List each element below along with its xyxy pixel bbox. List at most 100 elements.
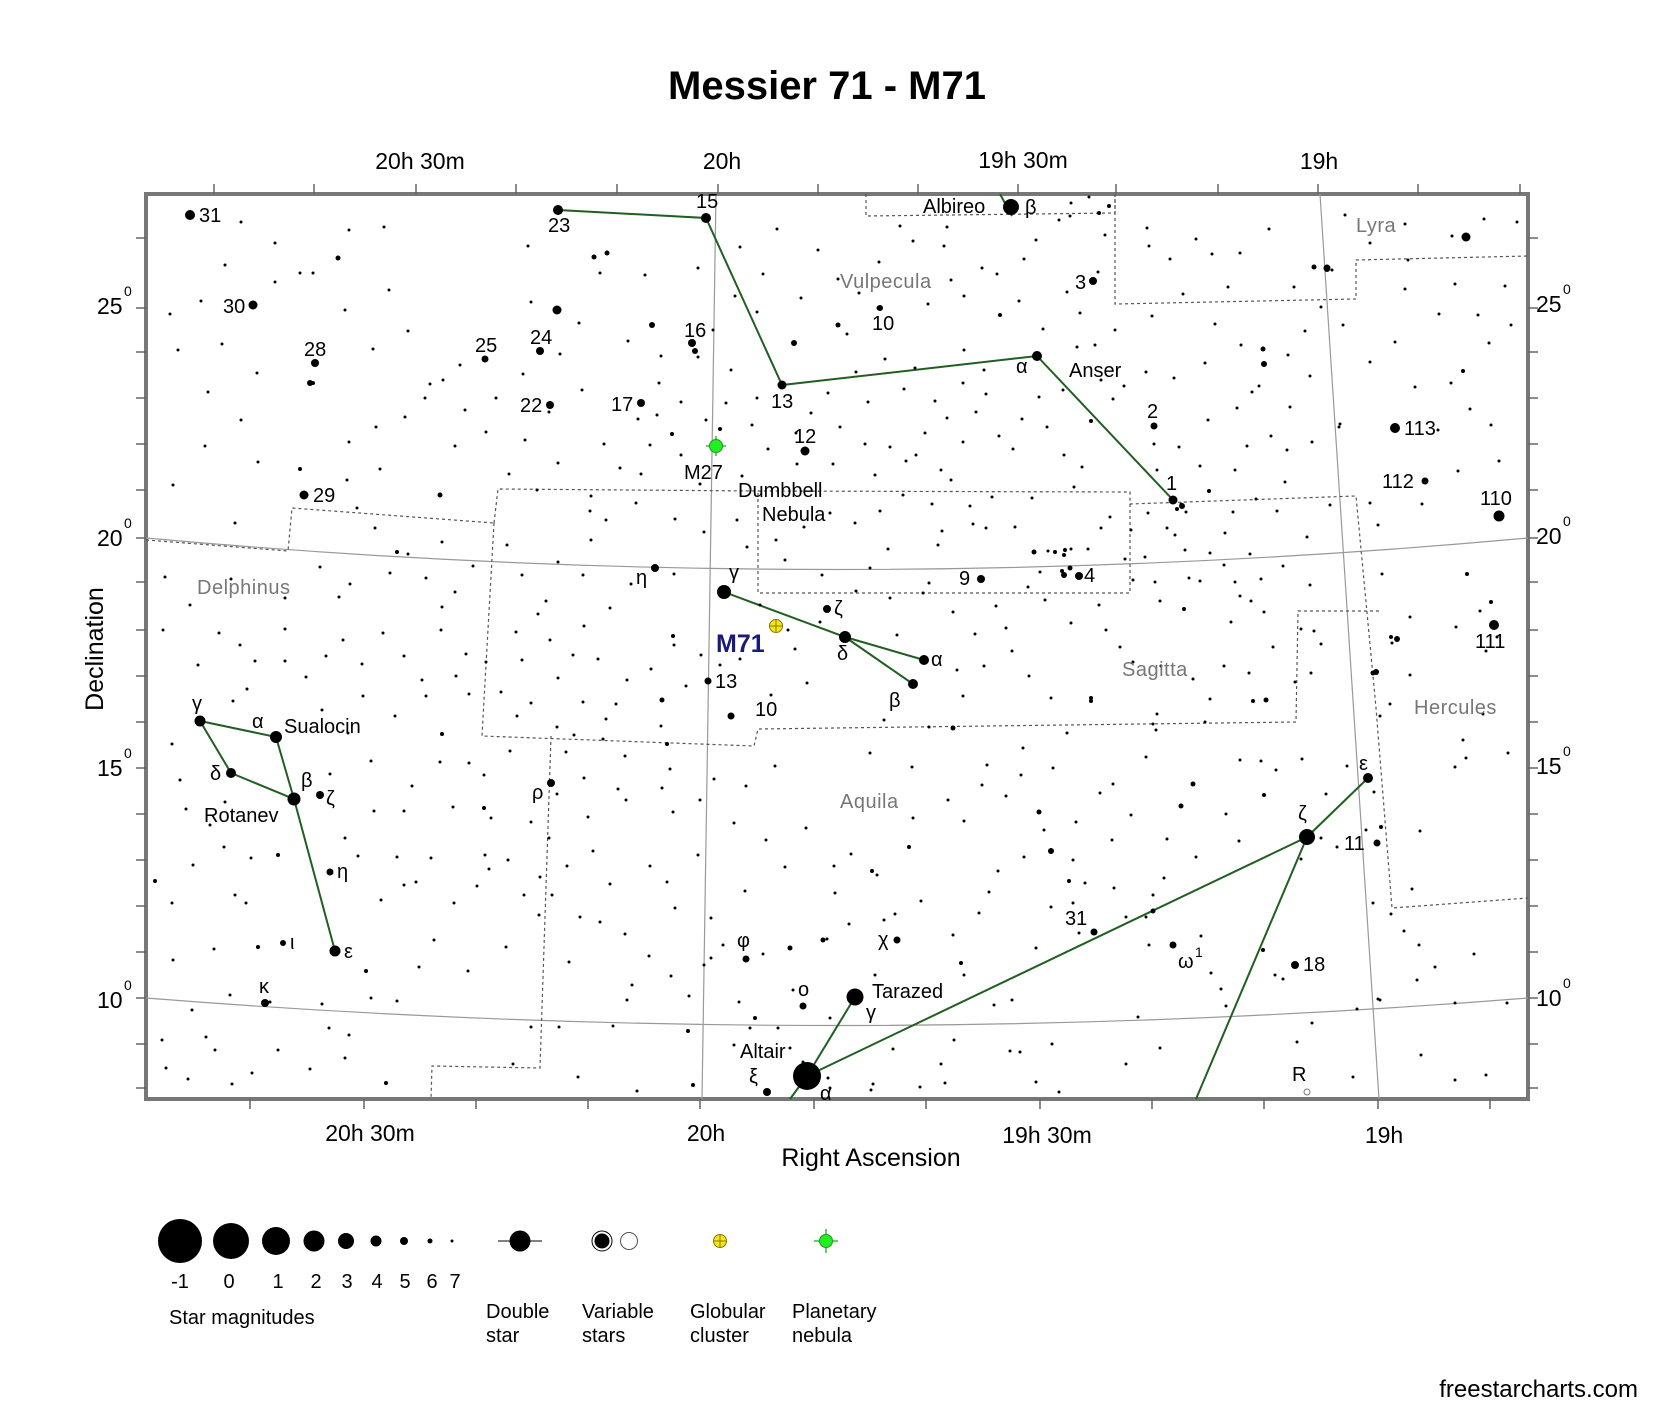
star-labels: 31 23 15 β 30 28 25 24 16 10 3 α 13 17 2… — [192, 191, 1512, 1105]
star-label: ο — [798, 979, 809, 1001]
star-label: 28 — [304, 339, 326, 361]
star-name-tarazed: Tarazed — [872, 981, 943, 1003]
legend-variable-stars: Variable stars — [582, 1230, 654, 1347]
legend-mag-label: 6 — [426, 1271, 437, 1293]
star-label: 25 — [475, 335, 497, 357]
star-label: α — [931, 649, 943, 671]
star-label: 12 — [794, 426, 816, 448]
ra-tick-marks — [136, 184, 1538, 1109]
star-label: 1 — [1195, 944, 1203, 960]
star-label: ζ — [326, 788, 335, 810]
star-label: ξ — [749, 1066, 758, 1088]
star-label: 15 — [696, 191, 718, 213]
star-name-anser: Anser — [1069, 360, 1122, 382]
m71-marker — [769, 619, 783, 633]
y-axis-title: Declination — [81, 587, 109, 711]
star-label: ε — [344, 941, 353, 963]
dec-label-right-25: 25 — [1536, 291, 1562, 317]
legend-mag-label: 5 — [399, 1271, 410, 1293]
ra-labels-top: 20h 30m 20h 19h 30m 19h — [375, 147, 1338, 174]
legend-globular-cluster-line1: Globular — [690, 1301, 766, 1323]
constellation-delphinus: Delphinus — [197, 577, 290, 599]
star-label: ε — [1359, 753, 1368, 775]
star-label: 24 — [530, 327, 552, 349]
star-name-sualocin: Sualocin — [284, 716, 361, 738]
dec-degree-left-10: 0 — [124, 977, 132, 993]
legend-mag-label: 4 — [371, 1271, 382, 1293]
constellation-lyra: Lyra — [1356, 215, 1397, 237]
ra-label-bottom-4: 19h — [1365, 1122, 1403, 1148]
legend-planetary-nebula: Planetary nebula — [792, 1229, 877, 1347]
dec-label-right-10: 10 — [1536, 985, 1562, 1011]
dec-degree-left-20: 0 — [124, 515, 132, 531]
ra-label-top-4: 19h — [1300, 148, 1338, 174]
ra-label-top-2: 20h — [703, 148, 741, 174]
legend-planetary-nebula-line2: nebula — [792, 1325, 853, 1347]
star-label: 110 — [1480, 488, 1512, 510]
star-label: 22 — [520, 395, 542, 417]
legend-magnitudes-caption: Star magnitudes — [169, 1307, 315, 1329]
star-name-rotanev: Rotanev — [204, 805, 279, 827]
star-label: 29 — [313, 485, 335, 507]
constellation-hercules: Hercules — [1414, 697, 1497, 719]
star-label: 2 — [1147, 401, 1158, 423]
chart-frame — [144, 192, 1530, 1101]
star-label: 17 — [611, 394, 633, 416]
star-label: 30 — [223, 296, 245, 318]
star-label: 9 — [959, 568, 970, 590]
ra-label-top-3: 19h 30m — [978, 147, 1068, 173]
star-label: 31 — [199, 205, 221, 227]
star-names: Albireo Anser Sualocin Rotanev Tarazed A… — [204, 196, 1122, 1063]
star-label: 1 — [1166, 473, 1177, 495]
star-label: 10 — [872, 313, 894, 335]
star-label: δ — [837, 643, 848, 665]
star-label: φ — [737, 930, 750, 952]
m27-name-line2: Nebula — [762, 504, 826, 526]
star-label: 13 — [771, 391, 793, 413]
constellation-boundaries — [145, 194, 1529, 1100]
star-label: 112 — [1382, 471, 1414, 493]
constellation-names: Vulpecula Lyra Delphinus Sagitta Hercule… — [197, 215, 1497, 813]
star-label: α — [1016, 356, 1028, 378]
dec-degree-right-10: 0 — [1563, 975, 1571, 991]
dec-label-left-10: 10 — [97, 987, 123, 1013]
m27-marker — [706, 436, 726, 456]
star-label: 4 — [1084, 565, 1095, 587]
constellation-vulpecula: Vulpecula — [840, 271, 932, 293]
ra-label-bottom-3: 19h 30m — [1002, 1122, 1092, 1148]
m27-label: M27 — [684, 462, 723, 484]
star-label: 113 — [1404, 418, 1436, 440]
legend-magnitude-labels: -1 0 1 2 3 4 5 6 7 Star magnitudes — [169, 1271, 461, 1329]
star-label: 16 — [684, 320, 706, 342]
dec-degree-left-25: 0 — [124, 283, 132, 299]
star-label: γ — [866, 1002, 876, 1024]
star-label: χ — [878, 929, 889, 951]
star-label: ι — [290, 932, 294, 954]
dec-degree-right-15: 0 — [1563, 743, 1571, 759]
legend: -1 0 1 2 3 4 5 6 7 Star magnitudes Doubl… — [158, 1219, 877, 1347]
m71-label: M71 — [716, 630, 765, 658]
star-label: 10 — [755, 699, 777, 721]
constellation-aquila: Aquila — [840, 791, 899, 813]
legend-mag-label: 0 — [223, 1271, 234, 1293]
legend-mag-label: 1 — [272, 1271, 283, 1293]
dec-label-left-25: 25 — [97, 293, 123, 319]
legend-magnitude-dots — [158, 1219, 454, 1263]
dec-label-right-15: 15 — [1536, 753, 1562, 779]
dec-labels: 25 0 20 0 15 0 10 0 25 0 20 0 15 0 10 0 — [97, 281, 1571, 1013]
star-label: α — [252, 711, 264, 733]
star-label: η — [337, 861, 348, 883]
star-label: 13 — [715, 671, 737, 693]
star-label: β — [889, 690, 901, 712]
dec-degree-right-20: 0 — [1563, 513, 1571, 529]
star-label: ω — [1178, 951, 1194, 973]
legend-mag-label: -1 — [171, 1271, 189, 1293]
legend-mag-label: 2 — [310, 1271, 321, 1293]
legend-mag-label: 3 — [341, 1271, 352, 1293]
dec-label-left-20: 20 — [97, 525, 123, 551]
star-label: η — [636, 567, 647, 589]
ra-label-top-1: 20h 30m — [375, 148, 465, 174]
star-label: β — [1025, 197, 1037, 219]
star-label: δ — [210, 763, 221, 785]
